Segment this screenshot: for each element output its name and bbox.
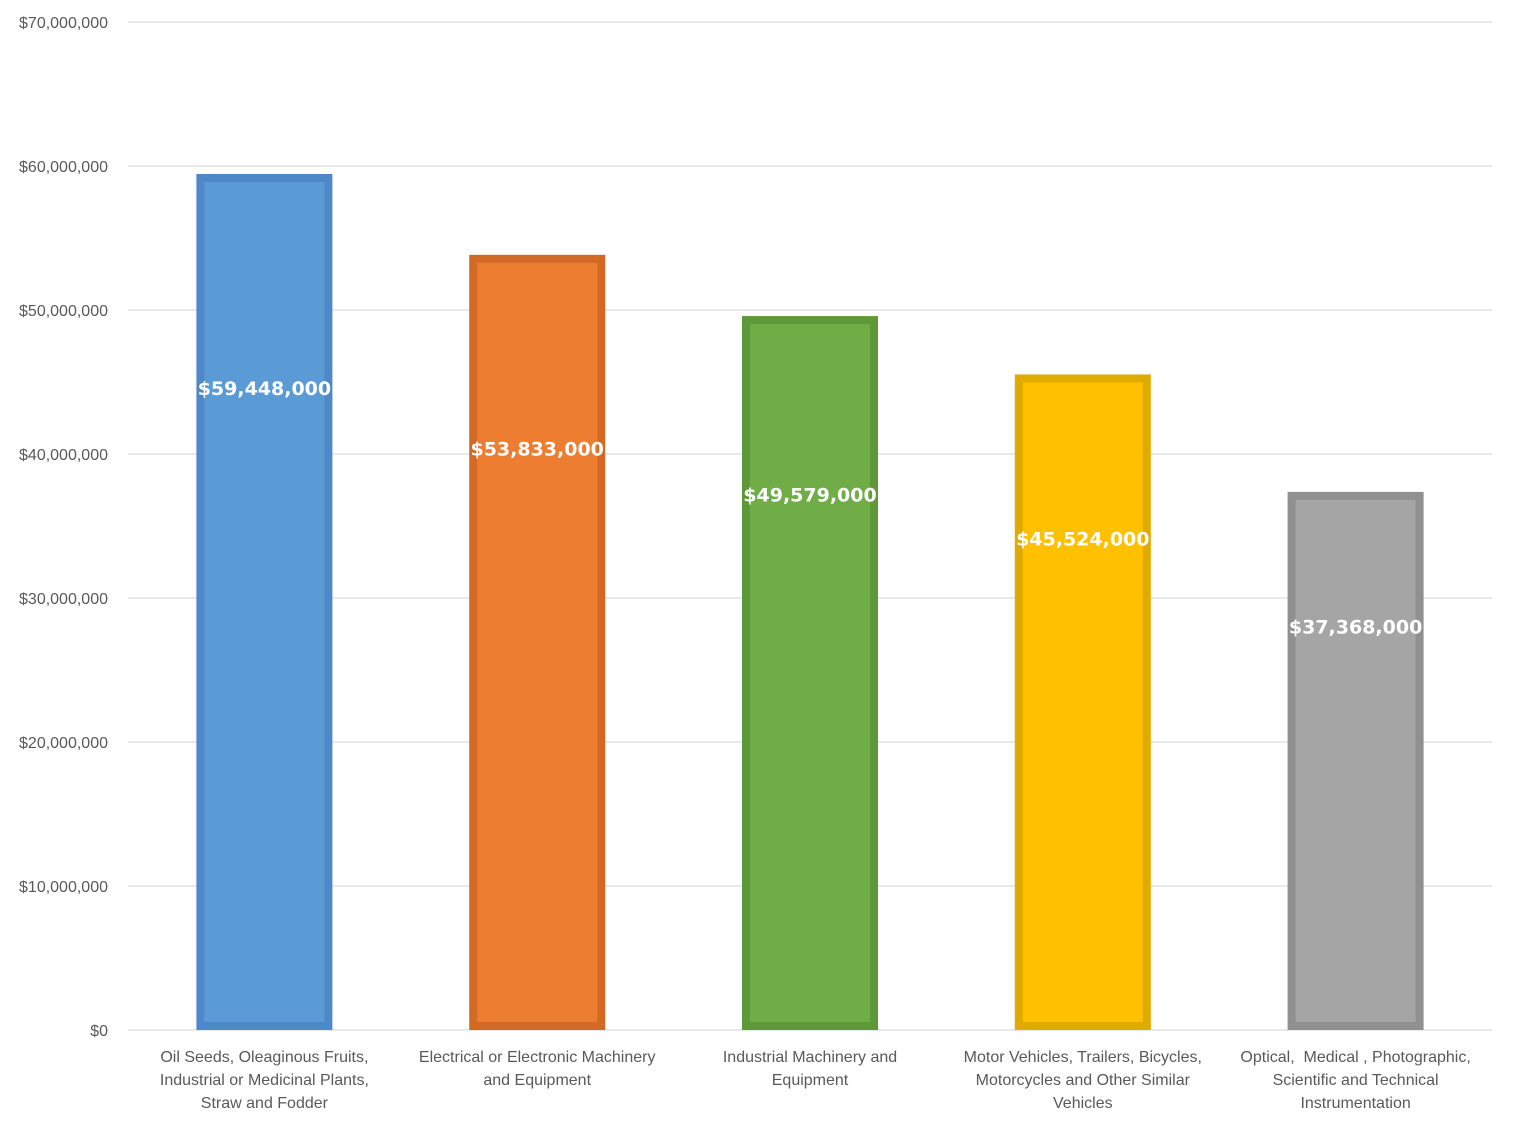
- y-tick-label: $70,000,000: [19, 15, 108, 32]
- y-tick-label: $40,000,000: [19, 447, 108, 464]
- bar-fill: [1295, 499, 1416, 1023]
- y-tick-label: $0: [90, 1023, 108, 1040]
- x-tick-label: Instrumentation: [1300, 1095, 1410, 1112]
- y-tick-label: $50,000,000: [19, 303, 108, 320]
- x-tick-label: and Equipment: [483, 1072, 591, 1089]
- x-tick-label: Motor Vehicles, Trailers, Bicycles,: [964, 1049, 1202, 1066]
- x-tick-label: Electrical or Electronic Machinery: [419, 1049, 656, 1066]
- bar-fill: [477, 262, 598, 1022]
- y-tick-label: $60,000,000: [19, 159, 108, 176]
- x-tick-label: Vehicles: [1053, 1095, 1113, 1112]
- bar-fill: [1022, 382, 1143, 1022]
- y-tick-label: $30,000,000: [19, 591, 108, 608]
- bar-fill: [750, 324, 870, 1023]
- y-tick-label: $10,000,000: [19, 879, 108, 896]
- x-tick-label: Oil Seeds, Oleaginous Fruits,: [160, 1049, 368, 1066]
- y-tick-label: $20,000,000: [19, 735, 108, 752]
- data-label: $45,524,000: [1016, 528, 1149, 550]
- data-label: $59,448,000: [198, 378, 331, 400]
- data-label: $53,833,000: [470, 439, 603, 461]
- x-tick-label: Scientific and Technical: [1273, 1072, 1439, 1089]
- x-tick-label: Straw and Fodder: [201, 1095, 329, 1112]
- x-tick-label: Industrial or Medicinal Plants,: [160, 1072, 369, 1089]
- data-label: $49,579,000: [743, 485, 876, 507]
- x-tick-label: Industrial Machinery and: [723, 1049, 897, 1066]
- x-tick-label: Optical, Medical , Photographic,: [1240, 1049, 1470, 1066]
- x-tick-label: Motorcycles and Other Similar: [976, 1072, 1191, 1089]
- x-tick-label: Equipment: [772, 1072, 849, 1089]
- data-label: $37,368,000: [1289, 616, 1422, 638]
- bar-fill: [204, 181, 325, 1023]
